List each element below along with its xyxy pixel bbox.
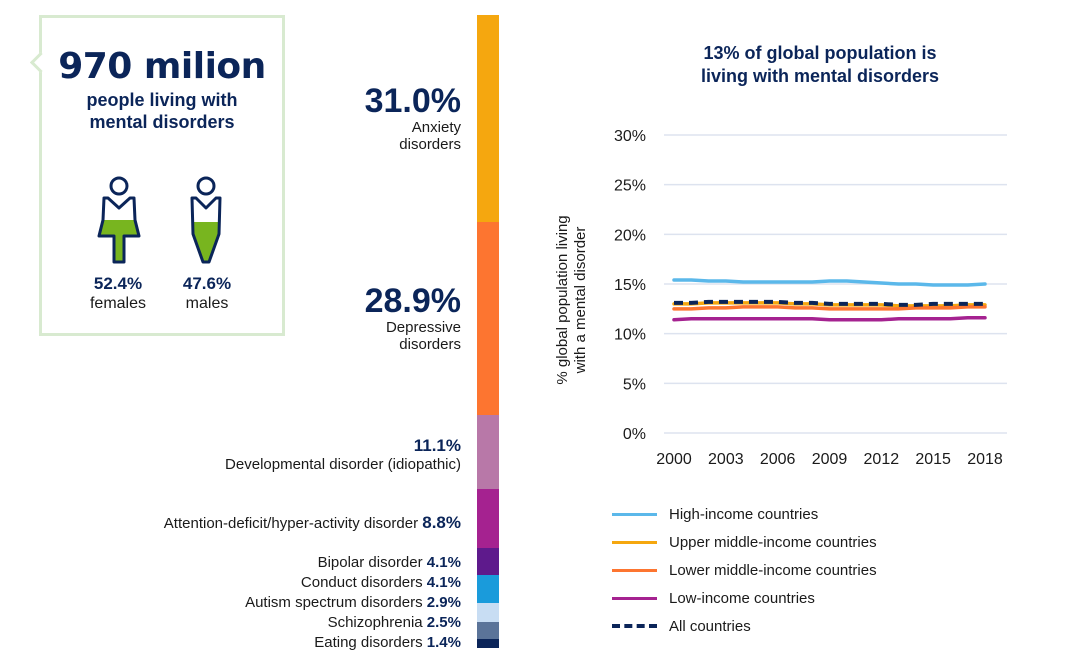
x-tick-label: 2012 <box>864 451 900 468</box>
legend-item: High-income countries <box>612 500 877 528</box>
bar-segment-1 <box>477 221 499 415</box>
developmental-label: Developmental disorder (idiopathic) <box>225 456 461 473</box>
male-icon <box>190 176 222 264</box>
label-eating: Eating disorders 1.4% <box>314 634 461 651</box>
female-icon <box>97 176 141 264</box>
eating-pct: 1.4% <box>426 634 461 651</box>
bar-segment-6 <box>477 602 499 622</box>
bar-segment-2 <box>477 414 499 490</box>
y-tick-label: 25% <box>614 178 646 195</box>
y-tick-label: 20% <box>614 227 646 244</box>
bipolar-label: Bipolar disorder <box>317 554 423 571</box>
y-axis-label-1: % global population living <box>554 215 571 384</box>
legend-label: Low-income countries <box>669 589 815 607</box>
developmental-pct: 11.1% <box>413 436 461 455</box>
y-axis-label-2: with a mental disorder <box>572 227 589 375</box>
legend-swatch <box>612 596 657 600</box>
adhd-label: Attention-deficit/hyper-activity disorde… <box>163 515 419 532</box>
summary-card: 970 milion people living with mental dis… <box>39 15 285 336</box>
legend-swatch <box>612 568 657 572</box>
summary-subtitle: people living with mental disorders <box>42 89 282 133</box>
schizophrenia-pct: 2.5% <box>426 614 461 631</box>
legend-label: All countries <box>669 617 751 635</box>
legend-item: Upper middle-income countries <box>612 528 877 556</box>
schizophrenia-label: Schizophrenia <box>327 614 423 631</box>
subtitle-line-2: mental disorders <box>89 112 235 132</box>
autism-pct: 2.9% <box>426 594 461 611</box>
legend-label: Lower middle-income countries <box>669 561 877 579</box>
chart-title: 13% of global population is living with … <box>600 42 1040 88</box>
anxiety-label-2: disorders <box>399 136 461 153</box>
series-line-0 <box>672 278 987 287</box>
y-tick-label: 5% <box>623 376 646 393</box>
x-tick-label: 2006 <box>760 451 796 468</box>
total-count: 970 milion <box>58 46 266 87</box>
label-anxiety: 31.0% Anxiety disorders <box>365 83 461 153</box>
chart-title-line-1: 13% of global population is <box>703 43 937 63</box>
bar-segment-7 <box>477 621 499 639</box>
legend-item: All countries <box>612 612 877 640</box>
male-percentage: 47.6% <box>182 274 232 293</box>
legend-item: Lower middle-income countries <box>612 556 877 584</box>
bar-segment-3 <box>477 489 499 548</box>
bipolar-pct: 4.1% <box>426 554 461 571</box>
bar-segment-0 <box>477 15 499 222</box>
depressive-pct: 28.9% <box>364 282 461 320</box>
line-chart: 0% 5% 10% 15% 20% 25% 30% 2000 2003 2006 2009 2012 2… <box>554 128 1007 468</box>
y-tick-label: 30% <box>614 128 646 145</box>
series-line-3 <box>672 316 987 322</box>
anxiety-pct: 31.0% <box>364 82 461 120</box>
legend-swatch <box>612 624 657 628</box>
autism-label: Autism spectrum disorders <box>245 594 423 611</box>
female-label: females <box>89 295 147 312</box>
label-depressive: 28.9% Depressive disorders <box>365 283 461 353</box>
label-autism: Autism spectrum disorders 2.9% <box>245 594 461 611</box>
disorder-stacked-bar <box>477 15 499 648</box>
series-line-4 <box>674 299 985 307</box>
y-tick-label: 15% <box>614 277 646 294</box>
legend-label: High-income countries <box>669 505 819 523</box>
label-bipolar: Bipolar disorder 4.1% <box>318 554 461 571</box>
label-schizophrenia: Schizophrenia 2.5% <box>328 614 461 631</box>
bar-segment-4 <box>477 547 499 576</box>
male-label: males <box>185 295 229 312</box>
conduct-label: Conduct disorders <box>300 574 423 591</box>
adhd-pct: 8.8% <box>422 513 461 532</box>
chart-title-line-2: living with mental disorders <box>700 66 940 86</box>
series-line-2 <box>672 305 987 311</box>
y-tick-label: 10% <box>614 327 646 344</box>
x-tick-label: 2009 <box>812 451 848 468</box>
x-tick-label: 2018 <box>967 451 1003 468</box>
y-tick-label: 0% <box>623 426 646 443</box>
bar-segment-5 <box>477 575 499 603</box>
female-percentage: 52.4% <box>93 274 143 293</box>
chart-legend: High-income countries Upper middle-income… <box>612 500 877 640</box>
label-adhd: Attention-deficit/hyper-activity disorde… <box>164 513 461 533</box>
label-developmental: 11.1% Developmental disorder (idiopathic… <box>225 436 461 473</box>
bar-segment-8 <box>477 638 499 648</box>
depressive-label-1: Depressive <box>385 319 461 336</box>
legend-swatch <box>612 540 657 544</box>
conduct-pct: 4.1% <box>426 574 461 591</box>
label-conduct: Conduct disorders 4.1% <box>301 574 461 591</box>
subtitle-line-1: people living with <box>86 90 238 110</box>
x-tick-label: 2015 <box>915 451 951 468</box>
anxiety-label-1: Anxiety <box>411 119 461 136</box>
eating-label: Eating disorders <box>314 634 423 651</box>
depressive-label-2: disorders <box>399 336 461 353</box>
x-tick-label: 2003 <box>708 451 744 468</box>
legend-item: Low-income countries <box>612 584 877 612</box>
x-tick-label: 2000 <box>656 451 692 468</box>
legend-label: Upper middle-income countries <box>669 533 877 551</box>
legend-swatch <box>612 512 657 516</box>
